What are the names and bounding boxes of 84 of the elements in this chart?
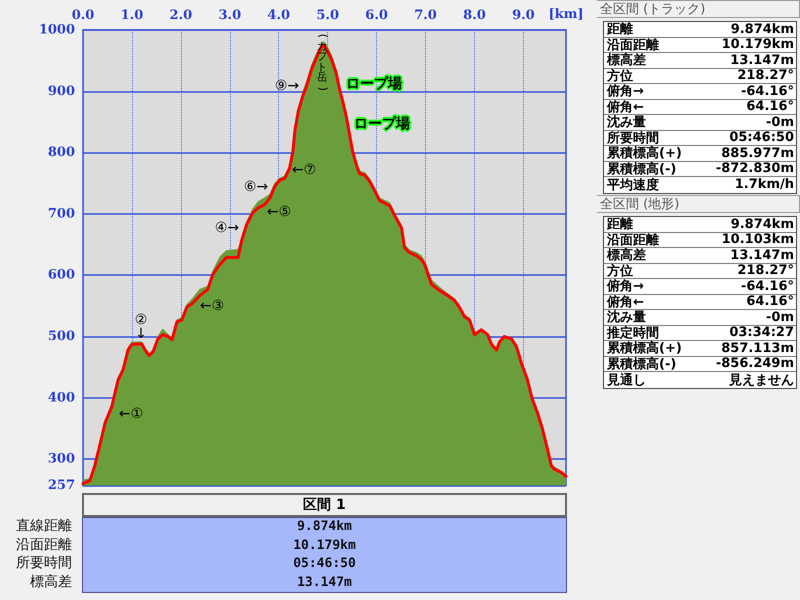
text: 区間 1 [82, 493, 567, 517]
y-tick-label: 500 [48, 329, 75, 344]
text: -856.249m [716, 356, 794, 372]
text: 13.147m [297, 574, 352, 590]
annotation: ④→ [214, 220, 240, 236]
y-tick-label: 300 [48, 452, 75, 467]
x-tick-label: 6.0 [365, 8, 388, 23]
category-label: 標高差 [607, 52, 646, 68]
category-label: 俯角→ [607, 83, 644, 100]
x-tick-label: 8.0 [463, 8, 486, 23]
category-label: 直線距離 [15, 517, 72, 536]
text: 218.27° [737, 263, 794, 278]
text: 10.179km [293, 538, 356, 553]
text: 13.147m [730, 248, 794, 263]
category-label: 沿面距離 [607, 36, 659, 53]
x-axis-title: [km] [548, 7, 584, 22]
annotation: ←⑦ [292, 162, 316, 178]
y-tick-label: 600 [48, 268, 75, 283]
text: 全区間 (地形) [597, 195, 800, 213]
y-tick-label: 800 [48, 145, 75, 160]
x-tick-label: 7.0 [414, 8, 437, 23]
category-label: 累積標高(+) [607, 144, 682, 162]
text: -872.830m [716, 161, 794, 176]
text: 10.179km [722, 37, 794, 52]
x-tick-label: 2.0 [170, 8, 192, 23]
category-label: 方位 [607, 68, 633, 84]
category-label: 俯角← [607, 294, 644, 310]
category-label: 見通し [607, 372, 646, 389]
text: 05:46:50 [293, 556, 356, 572]
y-tick-label: 1000 [38, 22, 75, 38]
y-tick-label: 900 [48, 84, 75, 99]
category-label: 沈み量 [607, 309, 646, 326]
y-tick-label: 257 [48, 478, 75, 493]
text: 885.977m [721, 146, 794, 161]
category-label: 距離 [607, 216, 633, 233]
category-label: 所要時間 [15, 554, 72, 573]
text: -0m [766, 310, 794, 325]
category-label: 累積標高(-) [607, 356, 676, 373]
text: 10.103km [722, 232, 794, 248]
text: 218.27° [737, 68, 794, 84]
text: -64.16° [740, 84, 794, 99]
y-tick-label: 400 [48, 390, 75, 406]
x-tick-label: 1.0 [120, 8, 144, 23]
annotation: ロープ場 [346, 76, 402, 92]
text: 13.147m [730, 52, 794, 68]
text: 9.874km [730, 216, 794, 232]
x-tick-label: 0.0 [72, 8, 94, 23]
category-label: 方位 [607, 262, 633, 279]
text: 64.16° [746, 294, 794, 310]
text: 03:34:27 [729, 325, 794, 340]
category-label: 所要時間 [607, 130, 659, 146]
x-tick-label: 4.0 [267, 8, 290, 23]
text: -0m [766, 114, 794, 130]
annotation: ←⑤ [266, 204, 292, 220]
category-label: 標高差 [29, 572, 72, 592]
text: 05:46:50 [729, 130, 794, 146]
annotation: ロープ場 [354, 116, 410, 132]
category-label: 沈み量 [607, 114, 646, 131]
text: 全区間 (トラック) [597, 0, 800, 18]
text: -64.16° [740, 278, 794, 294]
x-tick-label: 3.0 [218, 8, 242, 23]
category-label: 沿面距離 [15, 536, 72, 554]
category-label: 標高差 [607, 246, 646, 264]
annotation: ⑨→ [274, 78, 300, 94]
text: 1.7km/h [734, 177, 794, 192]
category-label: 沿面距離 [607, 232, 659, 248]
text: 9.874km [730, 22, 794, 37]
x-tick-label: 9.0 [512, 8, 535, 23]
category-label: 俯角← [607, 98, 644, 115]
category-label: 推定時間 [607, 324, 659, 341]
category-label: 俯角→ [607, 278, 644, 295]
category-label: 累積標高(-) [607, 160, 676, 178]
annotation: ⑥→ [244, 179, 268, 195]
x-tick-label: 5.0 [316, 8, 339, 23]
text: 857.113m [721, 340, 794, 356]
annotation: ←① [118, 406, 144, 422]
category-label: 距離 [607, 21, 633, 38]
category-label: 平均速度 [607, 176, 659, 194]
category-label: 累積標高(+) [607, 340, 682, 356]
text: 見えません [729, 372, 794, 388]
annotation: ←③ [200, 298, 224, 314]
y-tick-label: 700 [48, 206, 75, 222]
text: 9.874km [297, 519, 352, 534]
text: 64.16° [746, 99, 794, 114]
